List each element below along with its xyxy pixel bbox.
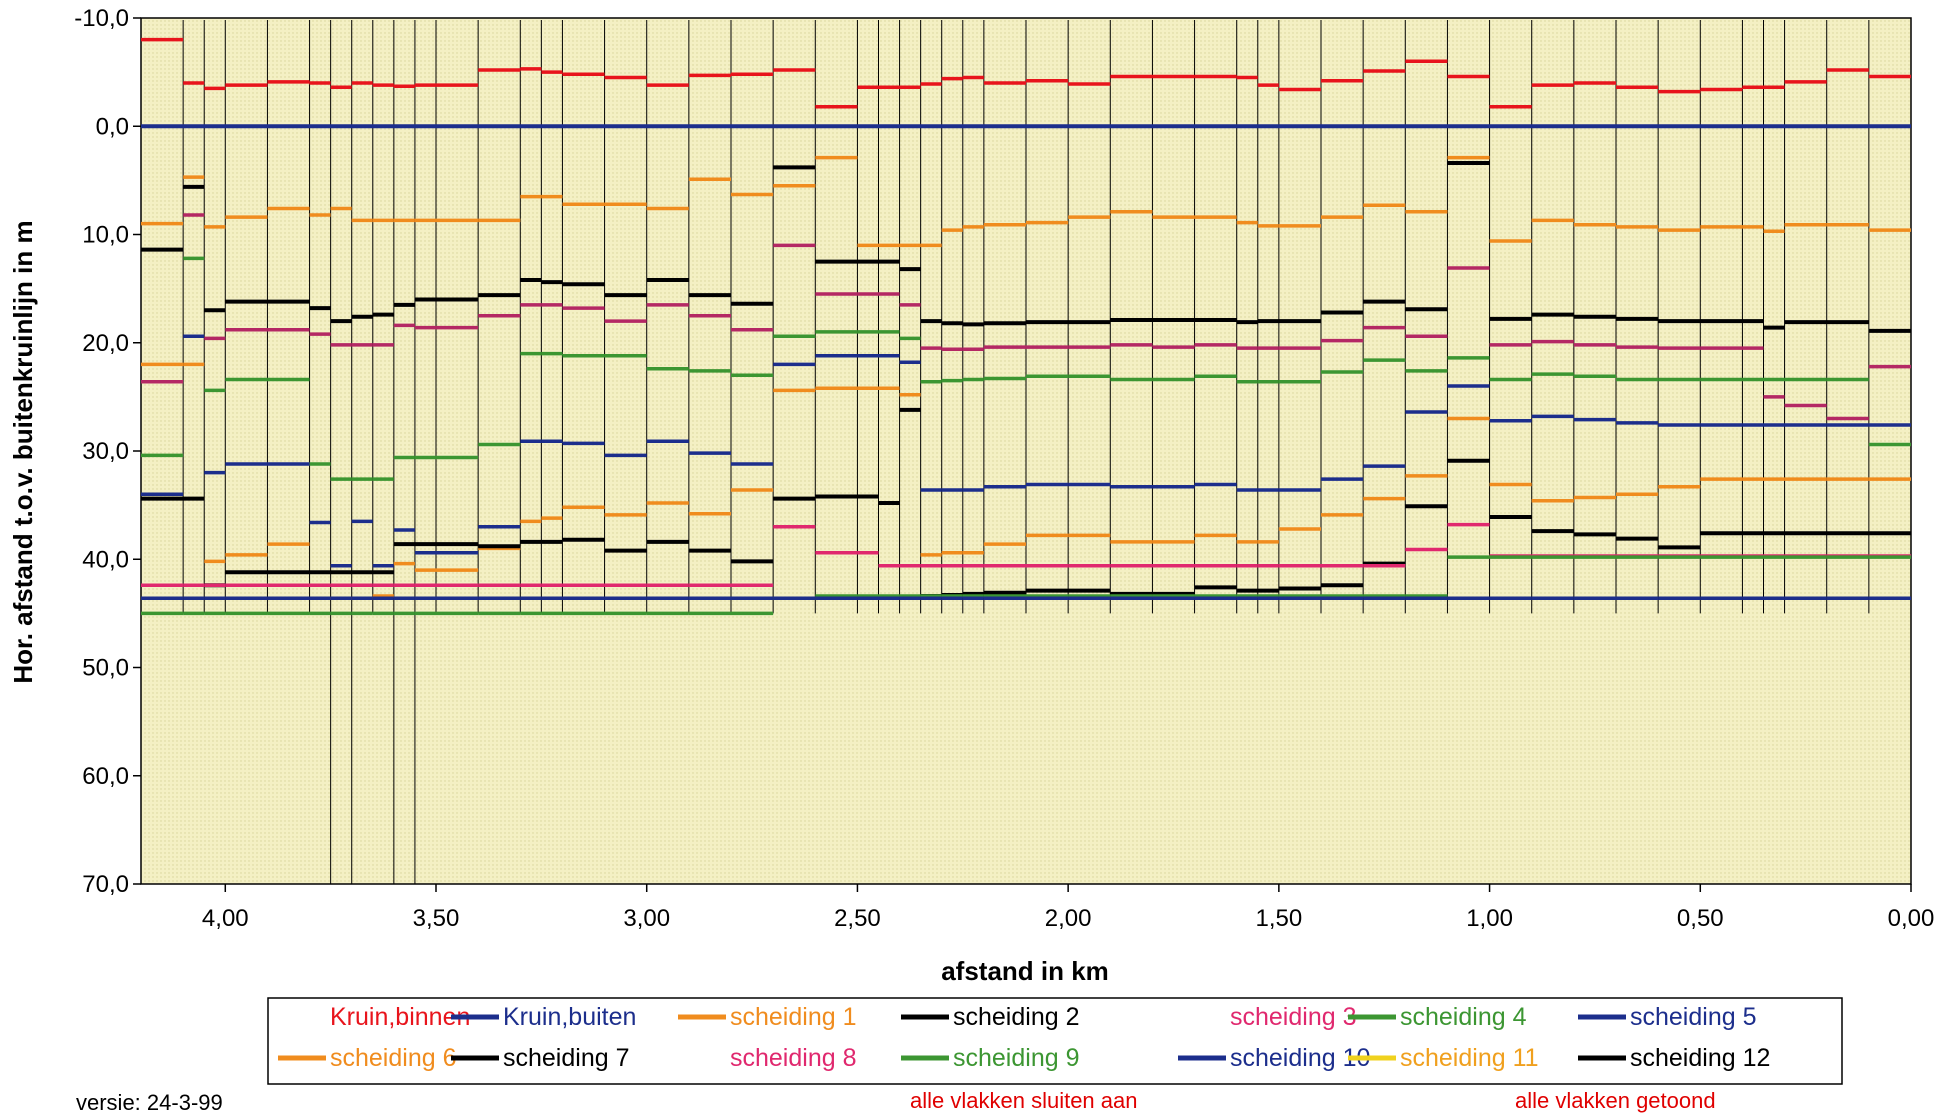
legend-item: scheiding 1 — [678, 1003, 856, 1031]
legend-label: scheiding 7 — [503, 1044, 629, 1072]
y-tick-label: 60,0 — [82, 763, 129, 790]
legend-item: scheiding 3 — [1230, 1003, 1356, 1031]
legend-item: scheiding 8 — [730, 1044, 856, 1072]
legend-label: scheiding 12 — [1630, 1044, 1770, 1072]
y-tick-label: 10,0 — [82, 222, 129, 249]
legend-label: scheiding 11 — [1400, 1044, 1539, 1072]
legend-label: Kruin,buiten — [503, 1003, 636, 1031]
series-10 — [141, 555, 1911, 616]
legend-item: Kruin,buiten — [451, 1003, 636, 1031]
legend-item: scheiding 9 — [901, 1044, 1079, 1072]
legend-item: scheiding 6 — [278, 1044, 456, 1072]
y-tick-label: 70,0 — [82, 871, 129, 898]
x-tick-label: 0,50 — [1677, 905, 1724, 932]
version-note: versie: 24-3-99 — [76, 1090, 223, 1115]
legend-label: Kruin,binnen — [330, 1003, 470, 1031]
x-tick-label: 2,00 — [1045, 905, 1092, 932]
legend: Kruin,binnen Kruin,buiten scheiding 1 schei… — [267, 997, 1843, 1085]
legend-label: scheiding 3 — [1230, 1003, 1356, 1031]
series-2 — [141, 155, 1911, 248]
legend-item: scheiding 7 — [451, 1044, 629, 1072]
note-surfaces-connect: alle vlakken sluiten aan — [910, 1088, 1138, 1113]
x-tick-label: 2,50 — [834, 905, 881, 932]
x-tick-label: 1,50 — [1255, 905, 1302, 932]
y-axis-title: Hor. afstand t.o.v. buitenkruinlijn in m — [8, 220, 38, 683]
series-5 — [141, 256, 1911, 481]
x-tick-label: 1,00 — [1466, 905, 1513, 932]
x-axis-title: afstand in km — [941, 956, 1109, 986]
series-layer — [141, 37, 1911, 616]
series-4 — [141, 213, 1911, 421]
legend-box — [267, 997, 1843, 1085]
series-6 — [141, 334, 1911, 568]
legend-label: scheiding 2 — [953, 1003, 1079, 1031]
legend-item: scheiding 11 — [1348, 1044, 1539, 1072]
legend-label: scheiding 9 — [953, 1044, 1079, 1072]
series-7 — [141, 362, 1911, 600]
series-3 — [141, 161, 1911, 333]
y-axis: -10,0 0,0 10,0 20,0 30,0 40,0 50,0 60,0 70,0 — [74, 5, 141, 898]
y-tick-label: 40,0 — [82, 546, 129, 573]
x-tick-label: 3,00 — [623, 905, 670, 932]
legend-item: scheiding 2 — [901, 1003, 1079, 1031]
y-tick-label: 50,0 — [82, 655, 129, 682]
legend-label: scheiding 5 — [1630, 1003, 1756, 1031]
legend-item: scheiding 10 — [1178, 1044, 1370, 1072]
legend-label: scheiding 10 — [1230, 1044, 1370, 1072]
series-0 — [141, 37, 1911, 109]
y-tick-label: 20,0 — [82, 330, 129, 357]
legend-item: scheiding 4 — [1348, 1003, 1527, 1031]
y-tick-label: -10,0 — [74, 5, 129, 32]
legend-item: scheiding 5 — [1578, 1003, 1756, 1031]
series-8 — [141, 407, 1911, 599]
x-tick-label: 4,00 — [202, 905, 249, 932]
y-tick-label: 0,0 — [96, 113, 129, 140]
legend-label: scheiding 4 — [1400, 1003, 1527, 1031]
x-tick-label: 3,50 — [413, 905, 460, 932]
x-axis: 4,00 3,50 3,00 2,50 2,00 1,50 1,00 0,50 0,00 — [202, 884, 1934, 932]
legend-label: scheiding 8 — [730, 1044, 856, 1072]
legend-item: Kruin,binnen — [330, 1003, 470, 1031]
x-tick-label: 0,00 — [1888, 905, 1935, 932]
y-tick-label: 30,0 — [82, 438, 129, 465]
legend-item: scheiding 12 — [1578, 1044, 1770, 1072]
note-surfaces-shown: alle vlakken getoond — [1515, 1088, 1716, 1113]
legend-label: scheiding 1 — [730, 1003, 856, 1031]
legend-label: scheiding 6 — [330, 1044, 456, 1072]
